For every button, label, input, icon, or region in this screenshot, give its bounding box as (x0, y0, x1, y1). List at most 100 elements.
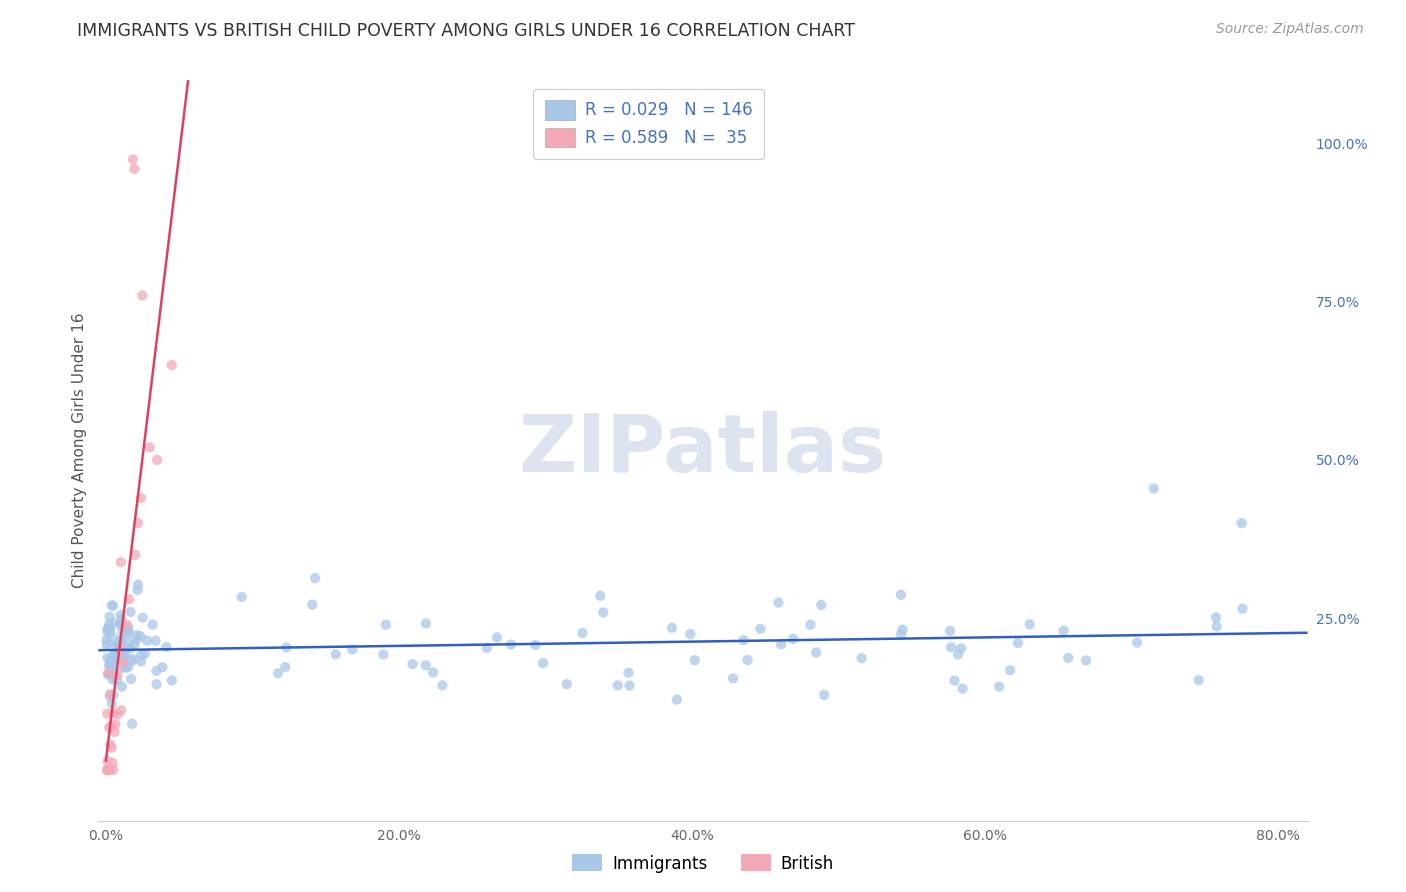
Point (770, 637, 793, 651)
Point (104, 648, 127, 663)
Point (110, 634, 132, 648)
Point (103, 763, 125, 777)
Point (415, 616, 437, 631)
Point (96, 763, 118, 777)
Point (97, 754, 120, 768)
Point (112, 656, 135, 670)
Point (1143, 482, 1166, 496)
Point (103, 666, 125, 681)
Point (127, 577, 149, 591)
Point (1126, 635, 1149, 649)
Point (374, 617, 396, 632)
Point (107, 639, 129, 653)
Point (125, 628, 148, 642)
Point (661, 621, 683, 635)
Point (432, 678, 454, 692)
Point (97, 667, 120, 681)
Point (96, 632, 118, 647)
Point (100, 659, 122, 673)
Point (110, 612, 132, 626)
Point (939, 624, 962, 638)
Point (98, 687, 121, 701)
Point (105, 673, 128, 688)
Point (97, 666, 120, 681)
Point (571, 626, 593, 640)
Point (1007, 636, 1029, 650)
Point (107, 707, 129, 722)
Point (96, 651, 118, 665)
Point (145, 633, 167, 648)
Point (1187, 673, 1209, 688)
Point (1018, 617, 1040, 632)
Point (101, 756, 124, 770)
Point (111, 632, 134, 647)
Point (304, 571, 326, 585)
Point (136, 633, 159, 648)
Point (145, 677, 167, 691)
Point (98, 609, 121, 624)
Point (101, 599, 124, 613)
Point (96, 638, 118, 652)
Point (117, 626, 139, 640)
Point (103, 650, 125, 665)
Point (1232, 601, 1254, 615)
Point (1205, 610, 1227, 624)
Point (125, 632, 148, 647)
Point (96, 706, 118, 721)
Point (129, 491, 152, 505)
Point (96, 763, 118, 777)
Point (415, 658, 437, 673)
Point (152, 660, 174, 674)
Point (115, 641, 138, 656)
Point (683, 653, 706, 667)
Point (155, 640, 177, 654)
Point (129, 655, 152, 669)
Point (121, 654, 143, 668)
Point (422, 665, 444, 680)
Point (998, 663, 1021, 677)
Text: Source: ZipAtlas.com: Source: ZipAtlas.com (1216, 22, 1364, 37)
Point (890, 627, 912, 641)
Text: IMMIGRANTS VS BRITISH CHILD POVERTY AMONG GIRLS UNDER 16 CORRELATION CHART: IMMIGRANTS VS BRITISH CHILD POVERTY AMON… (77, 22, 855, 40)
Point (117, 624, 139, 639)
Point (124, 638, 146, 652)
Point (127, 582, 149, 597)
Point (679, 627, 702, 641)
Legend: Immigrants, British: Immigrants, British (565, 847, 841, 880)
Point (110, 615, 132, 630)
Point (97, 625, 120, 640)
Point (101, 706, 124, 720)
Point (606, 678, 628, 692)
Point (101, 657, 124, 671)
Point (107, 668, 129, 682)
Point (101, 673, 124, 687)
Point (267, 666, 290, 681)
Point (485, 631, 508, 645)
Point (97, 763, 120, 777)
Point (555, 677, 578, 691)
Point (115, 661, 138, 675)
Point (941, 640, 963, 655)
Point (950, 641, 973, 656)
Point (121, 716, 143, 731)
Point (98, 690, 121, 704)
Point (617, 665, 640, 680)
Point (103, 647, 125, 661)
Point (665, 692, 688, 706)
Point (97, 666, 120, 681)
Point (592, 606, 614, 620)
Point (619, 679, 641, 693)
Point (145, 664, 167, 678)
Point (120, 641, 142, 656)
Point (103, 688, 125, 702)
Point (101, 697, 124, 711)
Point (115, 617, 138, 632)
Point (301, 598, 323, 612)
Point (112, 650, 135, 665)
Point (401, 657, 423, 672)
Point (110, 607, 132, 622)
Point (105, 637, 128, 651)
Point (124, 548, 146, 562)
Point (97, 636, 120, 650)
Point (120, 672, 142, 686)
